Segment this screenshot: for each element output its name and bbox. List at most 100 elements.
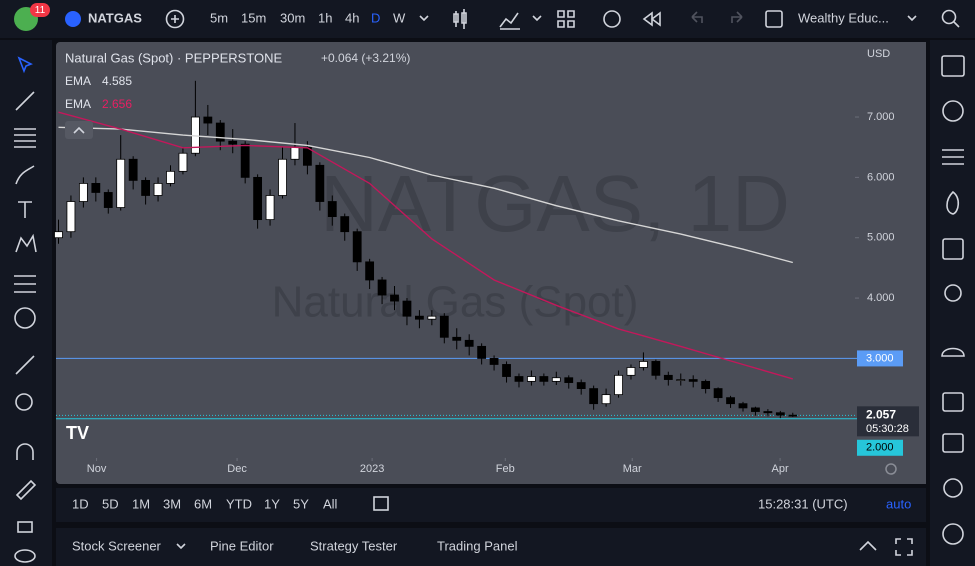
candle-body [290, 146, 300, 160]
fib-tool[interactable] [14, 128, 36, 148]
magnet-tool[interactable] [16, 443, 34, 460]
y-tick-label: 4.000 [867, 292, 895, 304]
y-tick-label: 7.000 [867, 111, 895, 123]
candle-body [54, 231, 63, 239]
zoom-tool[interactable] [15, 393, 33, 411]
range-button[interactable]: 6M [194, 496, 212, 511]
candle-body [539, 376, 549, 382]
panel-tab[interactable]: Trading Panel [437, 538, 518, 553]
tv-logo[interactable]: TV [66, 423, 89, 443]
candle-body [166, 170, 175, 184]
range-button[interactable]: 3M [163, 496, 181, 511]
layout-checkbox[interactable] [765, 10, 783, 28]
range-button[interactable]: 5Y [293, 496, 309, 511]
line-tool[interactable] [15, 91, 35, 111]
range-button[interactable]: 1Y [264, 496, 280, 511]
range-button[interactable]: 1D [72, 496, 89, 511]
text-tool[interactable] [18, 201, 32, 218]
candle-body [464, 339, 474, 347]
range-button[interactable]: All [323, 496, 338, 511]
alert[interactable] [603, 10, 621, 28]
messages[interactable] [942, 433, 964, 453]
top-toolbar [0, 0, 975, 38]
candle-body [402, 300, 412, 317]
settings[interactable] [885, 463, 897, 475]
watchlist[interactable] [941, 55, 965, 77]
candle-body [551, 377, 561, 382]
range-button[interactable]: 1M [132, 496, 150, 511]
date-range[interactable] [373, 496, 389, 511]
panel-tab[interactable]: Strategy Tester [310, 538, 398, 553]
interval-active[interactable]: D [371, 10, 380, 25]
interval[interactable]: 15m [241, 10, 266, 25]
candle-body [215, 122, 225, 142]
cursor-tool[interactable] [17, 56, 33, 74]
chart-pane [56, 42, 926, 484]
collapse-legend[interactable] [65, 121, 93, 139]
help[interactable] [942, 523, 964, 545]
indicators[interactable] [499, 12, 520, 30]
replay[interactable] [642, 11, 661, 27]
range-button[interactable]: YTD [226, 496, 252, 511]
candle-body [751, 407, 760, 412]
visibility-tool[interactable] [14, 549, 36, 563]
data-window[interactable] [942, 149, 964, 165]
icon-tool[interactable] [14, 307, 36, 329]
chart-type[interactable] [453, 9, 467, 29]
ideas[interactable] [944, 284, 962, 302]
maximize[interactable] [895, 538, 913, 556]
search[interactable] [941, 9, 957, 25]
interval[interactable]: 5m [210, 10, 228, 25]
candle-body [489, 358, 499, 365]
interval[interactable]: 30m [280, 10, 305, 25]
interval[interactable]: 4h [345, 10, 359, 25]
lock-tool[interactable] [17, 521, 33, 533]
range-button[interactable]: 5D [102, 496, 119, 511]
interval[interactable]: 1h [318, 10, 332, 25]
candle-body [713, 388, 723, 399]
watermark: NATGAS, 1D [320, 159, 790, 248]
add-symbol[interactable] [165, 9, 185, 29]
badge [30, 3, 50, 17]
legend-ema-value: 4.585 [102, 74, 132, 88]
candle-body [390, 294, 399, 302]
alerts[interactable] [942, 100, 964, 122]
undo[interactable] [691, 11, 703, 23]
expand-panel[interactable] [859, 540, 877, 551]
lock-draw-tool[interactable] [15, 479, 37, 501]
dropdown[interactable] [907, 15, 917, 22]
templates[interactable] [557, 10, 575, 28]
panel-tab[interactable]: Pine Editor [210, 538, 274, 553]
candle-body [352, 231, 362, 263]
dropdown[interactable] [419, 15, 429, 22]
clock[interactable]: 15:28:31 (UTC) [758, 496, 848, 511]
dropdown[interactable] [532, 15, 542, 22]
broadcasts[interactable] [943, 478, 963, 498]
candle-body [663, 374, 673, 380]
candle-body [763, 411, 773, 414]
candle-body [788, 414, 798, 417]
ema-line [58, 111, 793, 380]
symbol[interactable]: NATGAS [88, 10, 142, 25]
scale-mode[interactable]: auto [886, 496, 911, 511]
prediction-tool[interactable] [14, 275, 36, 293]
pattern-tool[interactable] [15, 233, 37, 253]
calendar[interactable] [942, 238, 964, 260]
measure-tool[interactable] [15, 355, 35, 375]
streams[interactable] [941, 347, 965, 357]
currency[interactable]: USD [867, 48, 890, 60]
chats[interactable] [942, 392, 964, 412]
panel-tab[interactable]: Stock Screener [72, 538, 162, 553]
left-toolbar [0, 40, 52, 566]
redo[interactable] [731, 11, 743, 23]
candle-body [91, 183, 101, 193]
dropdown[interactable] [176, 543, 186, 550]
last-price-bg [857, 406, 919, 437]
interval[interactable]: W [393, 10, 406, 25]
brush-tool[interactable] [15, 165, 35, 185]
price-label: 2.000 [866, 442, 894, 454]
x-tick-label: Apr [772, 463, 789, 475]
symbol-icon [65, 11, 81, 27]
hotlists[interactable] [946, 190, 960, 215]
layout-name[interactable]: Wealthy Educ... [798, 10, 889, 25]
